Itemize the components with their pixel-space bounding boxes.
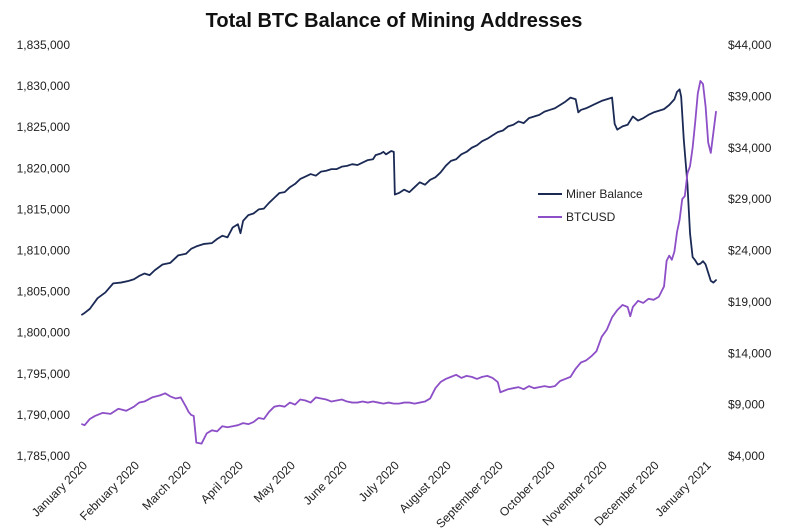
left-axis-tick-label: 1,805,000 (17, 285, 71, 299)
x-axis-tick-label: August 2020 (396, 458, 454, 516)
right-axis-tick-label: $14,000 (728, 346, 772, 360)
right-axis-tick-label: $39,000 (728, 89, 772, 103)
chart-title: Total BTC Balance of Mining Addresses (206, 10, 583, 32)
left-axis-tick-label: 1,830,000 (17, 79, 71, 93)
x-axis-tick: January 2021 (652, 458, 714, 520)
left-axis-tick-label: 1,815,000 (17, 202, 71, 216)
x-axis-tick-label: January 2021 (652, 458, 714, 520)
left-axis-tick-label: 1,800,000 (17, 326, 71, 340)
left-axis-ticks: 1,785,000 1,790,000 1,795,000 1,800,000 1,80… (17, 38, 71, 463)
right-axis-tick-label: $29,000 (728, 192, 772, 206)
x-axis-tick-label: May 2020 (251, 458, 298, 505)
legend-btcusd-label: BTCUSD (566, 210, 616, 224)
right-axis-tick-label: $24,000 (728, 244, 772, 258)
x-axis-tick: May 2020 (251, 458, 298, 505)
x-axis-tick-label: June 2020 (300, 458, 350, 508)
right-axis-tick-label: $19,000 (728, 295, 772, 309)
legend: Miner Balance BTCUSD (538, 187, 643, 224)
x-axis-tick-label: April 2020 (198, 458, 246, 506)
x-axis-tick-label: July 2020 (356, 458, 402, 504)
series-layer (81, 80, 717, 445)
left-axis-tick-label: 1,835,000 (17, 38, 71, 52)
x-axis-tick: July 2020 (356, 458, 402, 504)
btcusd-line (81, 80, 717, 445)
right-axis-tick-label: $34,000 (728, 141, 772, 155)
x-axis-tick: August 2020 (396, 458, 454, 516)
right-axis-tick-label: $4,000 (728, 449, 765, 463)
x-axis-tick: June 2020 (300, 458, 350, 508)
x-axis-tick: March 2020 (139, 458, 194, 513)
left-axis-tick-label: 1,790,000 (17, 408, 71, 422)
miner-balance-line (81, 88, 717, 316)
left-axis-tick-label: 1,810,000 (17, 244, 71, 258)
x-axis-tick-label: March 2020 (139, 458, 194, 513)
left-axis-tick-label: 1,795,000 (17, 367, 71, 381)
left-axis-tick-label: 1,785,000 (17, 449, 71, 463)
right-axis-ticks: $4,000 $9,000 $14,000 $19,000 $24,000 $29,000… (728, 38, 772, 463)
legend-miner-balance-label: Miner Balance (566, 187, 643, 201)
right-axis-tick-label: $9,000 (728, 398, 765, 412)
right-axis-tick-label: $44,000 (728, 38, 772, 52)
left-axis-tick-label: 1,820,000 (17, 161, 71, 175)
left-axis-tick-label: 1,825,000 (17, 120, 71, 134)
x-axis-tick: April 2020 (198, 458, 246, 506)
